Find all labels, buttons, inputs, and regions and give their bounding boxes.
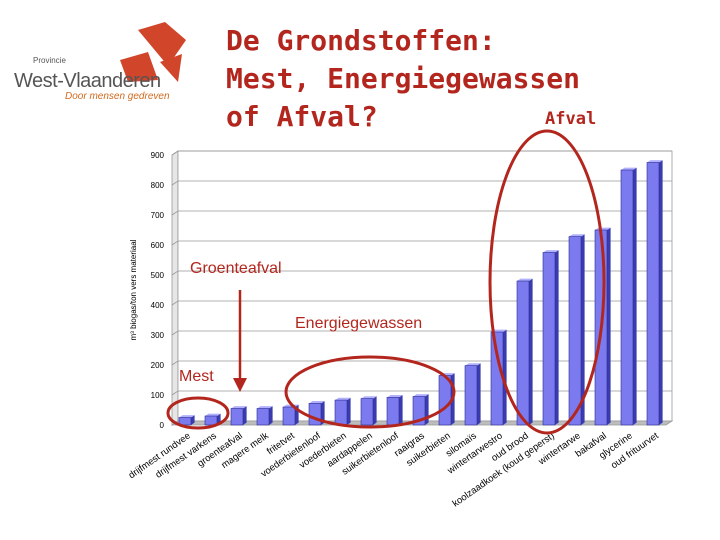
logo: Provincie West-Vlaanderen Door mensen ge… bbox=[10, 18, 200, 103]
bar-side bbox=[243, 406, 247, 425]
title-line-2: Mest, Energiegewassen bbox=[226, 62, 581, 95]
annotation-groenteafval: Groenteafval bbox=[190, 260, 282, 277]
y-tick-label: 600 bbox=[151, 241, 165, 250]
bar bbox=[230, 408, 244, 426]
bar-side bbox=[607, 227, 611, 425]
chart-side-wall bbox=[171, 150, 179, 426]
annotation-afval: Afval bbox=[545, 109, 597, 129]
y-tick-label: 800 bbox=[151, 181, 165, 190]
logo-tagline: Door mensen gedreven bbox=[65, 91, 170, 102]
y-tick-label: 500 bbox=[151, 271, 165, 280]
bar bbox=[542, 252, 556, 426]
y-tick-label: 700 bbox=[151, 211, 165, 220]
highlight-afval-ellipse bbox=[488, 129, 606, 435]
title-line-3: of Afval? bbox=[226, 100, 378, 133]
bar bbox=[256, 408, 270, 426]
gridline bbox=[171, 240, 672, 246]
bar-side bbox=[269, 406, 273, 425]
bar bbox=[412, 396, 426, 426]
annotation-mest: Mest bbox=[179, 368, 214, 385]
bar-side bbox=[425, 394, 429, 425]
logo-small-text: Provincie bbox=[33, 56, 66, 65]
bar-side bbox=[581, 234, 585, 425]
bar-side bbox=[477, 363, 481, 425]
bar-top bbox=[621, 167, 637, 170]
title-line-1: De Grondstoffen: bbox=[226, 24, 496, 57]
bar-side bbox=[347, 397, 351, 425]
highlight-mest-ellipse bbox=[166, 396, 230, 430]
bar bbox=[620, 169, 634, 426]
y-axis-label: m³ biogas/ton vers materiaal bbox=[129, 239, 138, 340]
gridline bbox=[171, 360, 672, 366]
bar-top bbox=[413, 394, 429, 397]
bar bbox=[360, 398, 374, 426]
highlight-energiegewassen-ellipse bbox=[284, 355, 456, 429]
annotation-energiegewassen: Energiegewassen bbox=[295, 315, 423, 332]
y-tick-label: 100 bbox=[151, 391, 165, 400]
gridline bbox=[171, 150, 672, 156]
bar bbox=[464, 365, 478, 426]
bar-top bbox=[465, 363, 481, 366]
bar-top bbox=[309, 401, 325, 404]
bar bbox=[386, 397, 400, 426]
y-tick-label: 200 bbox=[151, 361, 165, 370]
gridline bbox=[171, 300, 672, 306]
bar bbox=[204, 415, 218, 426]
gridline bbox=[171, 210, 672, 216]
y-tick-label: 400 bbox=[151, 301, 165, 310]
bar-side bbox=[191, 415, 195, 425]
bar-top bbox=[569, 234, 585, 237]
bar bbox=[646, 162, 660, 426]
bar bbox=[282, 406, 296, 426]
bar-top bbox=[257, 406, 273, 409]
bar-top bbox=[517, 278, 533, 281]
arrow-head bbox=[233, 378, 247, 392]
y-tick-label: 900 bbox=[151, 151, 165, 160]
page-title: De Grondstoffen: Mest, Energiegewassen o… bbox=[226, 22, 706, 136]
bar-side bbox=[555, 250, 559, 425]
bar-side bbox=[321, 401, 325, 425]
bar-side bbox=[399, 395, 403, 425]
chart-back-wall bbox=[177, 150, 673, 422]
bar-side bbox=[633, 167, 637, 425]
bar-top bbox=[231, 406, 247, 409]
logo-name: West-Vlaanderen bbox=[14, 70, 161, 92]
bar-top bbox=[179, 415, 195, 418]
bar-side bbox=[503, 329, 507, 425]
bar-side bbox=[373, 396, 377, 425]
bar bbox=[490, 331, 504, 426]
bar bbox=[334, 399, 348, 426]
y-tick-label: 0 bbox=[160, 421, 165, 430]
logo-mark-icon bbox=[120, 22, 186, 82]
bar-side bbox=[529, 278, 533, 425]
bar-side bbox=[659, 160, 663, 425]
bar bbox=[308, 403, 322, 426]
bar-top bbox=[335, 397, 351, 401]
bar-top bbox=[361, 396, 377, 399]
bar bbox=[568, 236, 582, 426]
gridline bbox=[171, 180, 672, 186]
bar bbox=[516, 280, 530, 426]
bar-top bbox=[491, 329, 507, 332]
bar-top bbox=[543, 250, 559, 253]
bar-top bbox=[205, 413, 221, 416]
bar-top bbox=[387, 395, 403, 398]
y-tick-label: 300 bbox=[151, 331, 165, 340]
bar-top bbox=[595, 227, 611, 230]
gridline bbox=[171, 270, 672, 276]
bar-top bbox=[647, 160, 663, 163]
bar bbox=[438, 375, 452, 426]
bar bbox=[178, 417, 192, 426]
gridline bbox=[171, 330, 672, 336]
